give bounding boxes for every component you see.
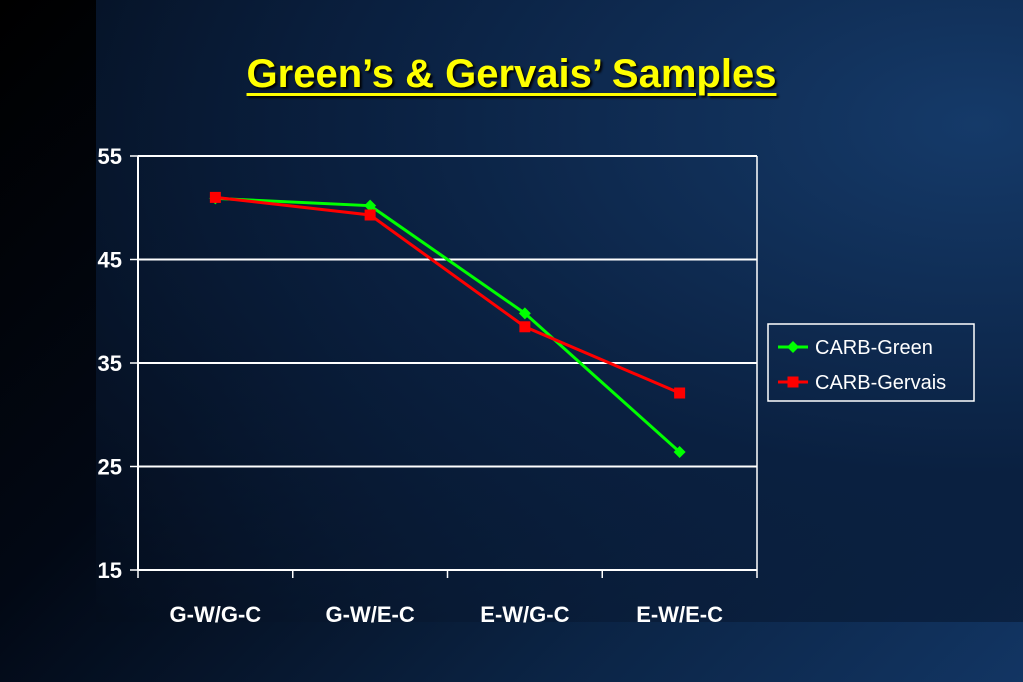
y-tick-label: 15 [98, 558, 122, 583]
series-line-carb-green [215, 196, 681, 454]
legend-marker-carb-green [787, 341, 799, 353]
legend-box [767, 323, 975, 402]
y-tick-label: 45 [98, 248, 122, 273]
carb-gervais-point [364, 209, 376, 221]
slide-title: Green’s & Gervais’ Samples [246, 52, 777, 96]
carb-green-point [673, 446, 686, 459]
series-line-carb-gervais [215, 195, 681, 395]
legend-label-carb-gervais: CARB-Gervais [815, 372, 946, 394]
legend: CARB-Green CARB-Gervais [767, 323, 975, 402]
x-tick-label: E-W/E-C [636, 602, 723, 627]
carb-green-point [364, 199, 377, 212]
tick-labels: 15 25 35 45 55 G-W/G-C G-W/E-C E-W/G-C E-W/E-C [98, 144, 724, 627]
carb-green-point [518, 307, 531, 320]
gridlines [138, 155, 758, 570]
y-tick-label: 25 [98, 455, 122, 480]
carb-gervais-point [519, 321, 531, 333]
series-lines [209, 191, 686, 459]
slide-background-panel [96, 0, 1023, 622]
y-tick-label: 35 [98, 351, 122, 376]
x-tick-label: E-W/G-C [480, 602, 569, 627]
legend-marker-carb-gervais [787, 376, 799, 388]
axes [130, 155, 758, 578]
carb-gervais-point [674, 387, 686, 399]
legend-label-carb-green: CARB-Green [815, 337, 933, 359]
x-tick-label: G-W/E-C [326, 602, 415, 627]
y-tick-label: 55 [98, 144, 122, 169]
x-tick-label: G-W/G-C [170, 602, 262, 627]
carb-gervais-point [209, 191, 221, 203]
